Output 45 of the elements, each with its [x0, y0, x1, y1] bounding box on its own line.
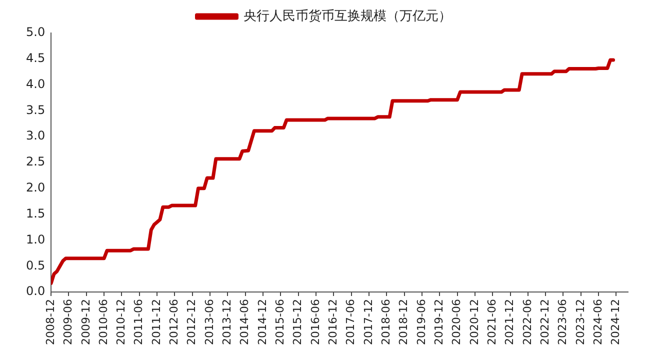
x-tick-label: 2020-06 [450, 299, 464, 346]
x-tick-label: 2017-06 [344, 299, 358, 346]
x-tick-label: 2018-06 [379, 299, 392, 346]
x-tick-label: 2012-06 [168, 299, 181, 346]
x-tick-label: 2016-06 [308, 299, 322, 346]
x-tick-label: 2024-12 [609, 299, 622, 346]
x-tick-label: 2023-12 [574, 299, 587, 346]
x-tick-label: 2014-12 [256, 299, 269, 346]
y-tick-label: 0.5 [26, 258, 46, 272]
x-tick-label: 2013-06 [202, 299, 216, 346]
x-tick-label: 2019-06 [414, 299, 428, 346]
y-tick-label: 3.5 [26, 102, 46, 117]
x-tick-label: 2009-12 [79, 299, 92, 346]
x-tick-label: 2009-06 [62, 299, 75, 346]
y-tick-label: 0.0 [26, 284, 46, 298]
x-tick-label: 2011-06 [132, 299, 146, 346]
x-tick-label: 2012-12 [185, 299, 198, 346]
y-tick-label: 4.0 [26, 76, 46, 91]
y-tick-label: 1.0 [26, 232, 46, 246]
x-tick-label: 2011-12 [150, 299, 163, 346]
x-tick-label: 2024-06 [591, 299, 604, 346]
x-tick-label: 2023-06 [556, 299, 570, 346]
legend-label: 央行人民币货币互换规模（万亿元） [243, 8, 452, 24]
x-tick-label: 2014-06 [238, 299, 252, 346]
y-tick-label: 1.5 [26, 206, 46, 220]
x-tick-label: 2019-12 [432, 299, 446, 346]
x-tick-label: 2010-06 [96, 299, 110, 346]
x-tick-label: 2013-12 [220, 299, 234, 346]
y-tick-label: 3.0 [26, 128, 46, 143]
x-tick-label: 2021-06 [485, 299, 498, 346]
y-tick-label: 2.5 [26, 154, 46, 169]
x-tick-label: 2015-06 [274, 299, 287, 346]
x-tick-label: 2021-12 [503, 299, 516, 346]
x-tick-label: 2022-12 [538, 299, 552, 346]
y-tick-label: 2.0 [26, 180, 46, 195]
x-tick-label: 2015-12 [291, 299, 304, 346]
x-tick-label: 2008-12 [44, 299, 57, 346]
x-tick-label: 2017-12 [362, 299, 375, 346]
x-tick-label: 2018-12 [397, 299, 410, 346]
x-tick-label: 2010-12 [114, 299, 128, 346]
x-tick-label: 2020-12 [468, 299, 481, 346]
y-tick-label: 4.5 [26, 51, 46, 66]
x-tick-label: 2016-12 [326, 299, 340, 346]
y-tick-label: 5.0 [26, 25, 46, 40]
x-tick-label: 2022-06 [520, 299, 534, 346]
